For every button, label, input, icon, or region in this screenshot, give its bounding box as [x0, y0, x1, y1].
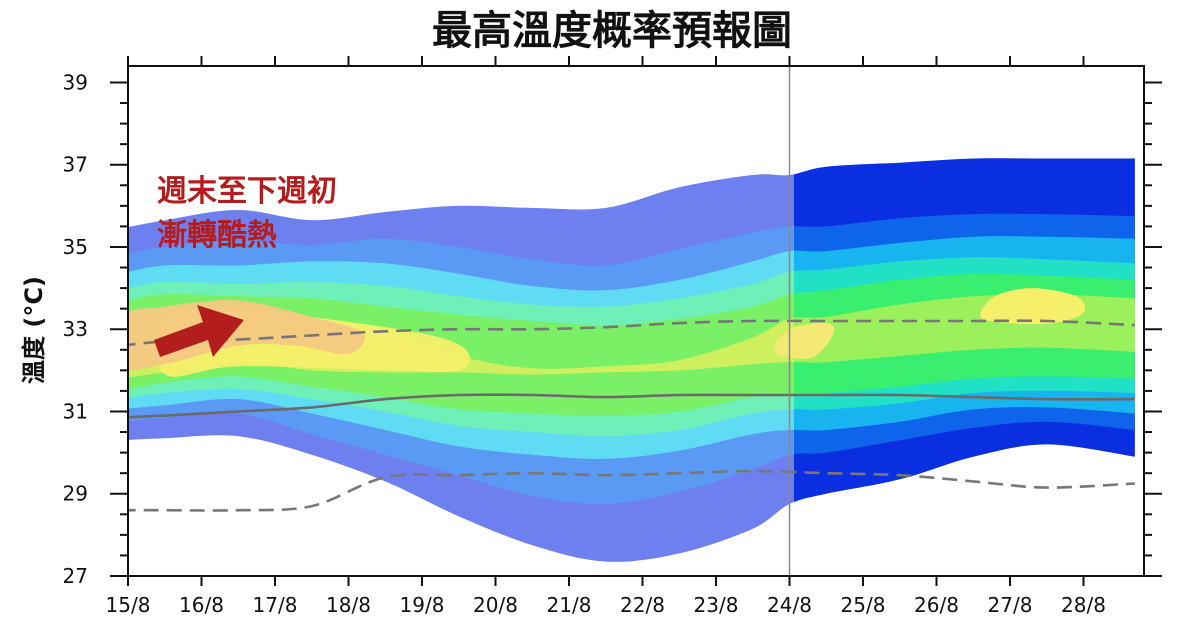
- solid-line-2: [128, 393, 1135, 419]
- x-tick-label: 27/8: [988, 593, 1033, 617]
- dashed-line-1: [128, 319, 1135, 347]
- chart-title: 最高溫度概率預報圖: [432, 8, 792, 54]
- y-tick-label: 31: [63, 399, 88, 423]
- y-axis-label: 溫度 (°C): [20, 276, 48, 384]
- annotation-line-1: 週末至下週初: [157, 174, 337, 209]
- y-tick-label: 27: [63, 564, 88, 588]
- x-tick-label: 23/8: [694, 593, 739, 617]
- x-tick-label: 17/8: [253, 593, 298, 617]
- y-tick-label: 39: [63, 70, 88, 94]
- dashed-line-3: [128, 469, 1135, 512]
- x-tick-label: 15/8: [106, 593, 151, 617]
- y-tick-labels: 27 29 31 33 35 37 39: [63, 70, 88, 588]
- y-tick-label: 35: [63, 235, 88, 259]
- axis-ticks: [110, 56, 1162, 586]
- y-tick-label: 33: [63, 317, 88, 341]
- up-right-arrow-icon: [154, 305, 244, 357]
- warm-zone-2: [128, 300, 366, 370]
- x-tick-label: 26/8: [914, 593, 959, 617]
- forecast-warm-zone-2: [980, 288, 1086, 325]
- plot-frame: [127, 65, 1145, 577]
- probability-bands: [128, 174, 794, 562]
- reference-lines: [128, 319, 1135, 512]
- x-tick-label: 24/8: [767, 593, 812, 617]
- y-tick-label: 37: [63, 153, 88, 177]
- x-tick-label: 18/8: [326, 593, 371, 617]
- x-tick-label: 21/8: [547, 593, 592, 617]
- x-tick-label: 20/8: [473, 593, 518, 617]
- y-tick-label: 29: [63, 482, 88, 506]
- x-tick-label: 19/8: [400, 593, 445, 617]
- x-tick-label: 28/8: [1061, 593, 1106, 617]
- annotation-line-2: 漸轉酷熱: [157, 218, 277, 253]
- x-tick-label: 25/8: [841, 593, 886, 617]
- x-tick-labels: 15/8 16/8 17/8 18/8 19/8 20/8 21/8 22/8 23/8 24/8…: [106, 593, 1106, 617]
- annotation: 週末至下週初 漸轉酷熱: [154, 174, 337, 357]
- forecast-period-bands: [794, 158, 1135, 503]
- x-tick-label: 16/8: [179, 593, 224, 617]
- x-tick-label: 22/8: [620, 593, 665, 617]
- forecast-warm-zone-1: [794, 322, 835, 360]
